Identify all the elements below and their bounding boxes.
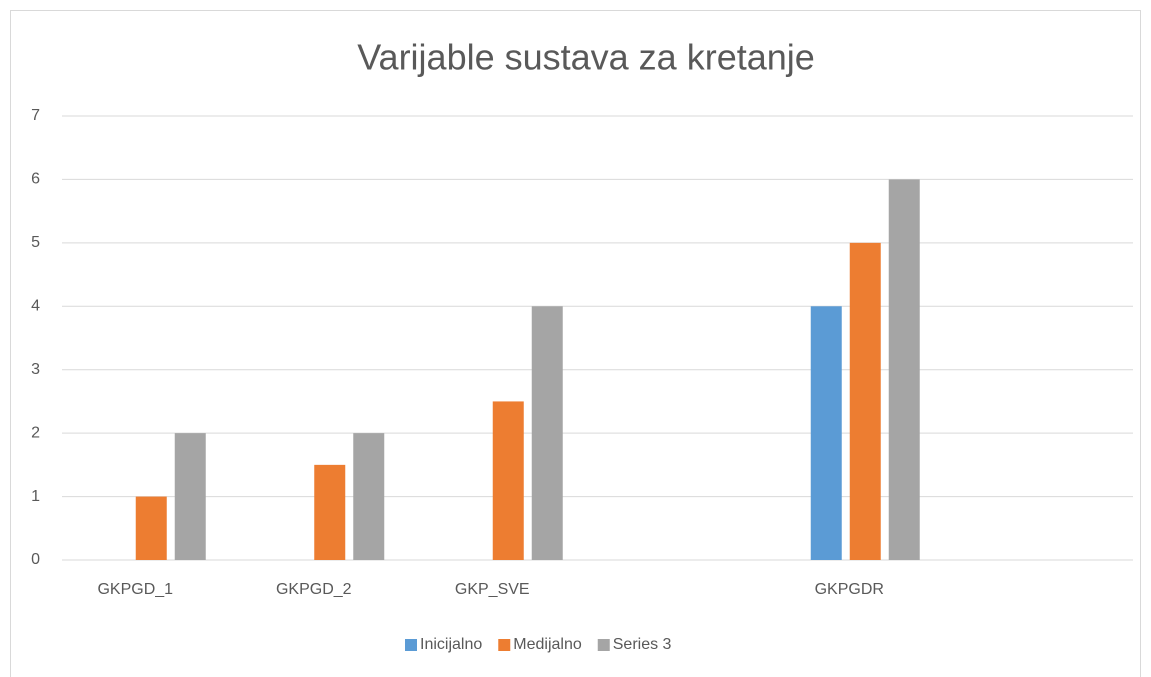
legend-label: Series 3 (613, 636, 672, 653)
x-tick-label: GKPGDR (815, 581, 884, 598)
chart-title: Varijable sustava za kretanje (357, 37, 815, 78)
y-tick-label: 1 (31, 488, 40, 505)
bar (849, 242, 881, 560)
y-tick-label: 3 (31, 361, 40, 378)
legend-label: Inicijalno (420, 636, 482, 653)
y-tick-label: 0 (31, 551, 40, 568)
y-tick-label: 6 (31, 171, 40, 188)
chart-frame (10, 10, 1141, 677)
legend-swatch (405, 639, 417, 651)
x-tick-label: GKP_SVE (455, 581, 530, 598)
y-tick-label: 5 (31, 234, 40, 251)
x-tick-label: GKPGD_1 (97, 581, 173, 598)
y-tick-label: 4 (31, 298, 40, 315)
bar (174, 433, 206, 560)
bar (314, 464, 346, 560)
y-tick-label: 2 (31, 424, 40, 441)
legend-swatch (498, 639, 511, 651)
y-tick-label: 7 (31, 107, 40, 124)
bar (888, 179, 920, 560)
bar (810, 306, 842, 560)
legend-label: Medijalno (513, 636, 582, 653)
bar (135, 496, 167, 560)
bar (531, 306, 563, 560)
x-tick-label: GKPGD_2 (276, 581, 352, 598)
legend-swatch (597, 639, 610, 651)
bar (492, 401, 524, 560)
bar (353, 433, 385, 560)
